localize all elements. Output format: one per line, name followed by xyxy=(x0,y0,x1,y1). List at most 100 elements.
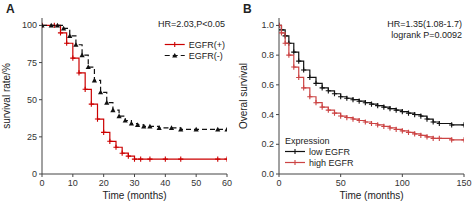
x-axis-line xyxy=(279,174,464,175)
x-tick xyxy=(165,174,166,177)
survival-line xyxy=(279,25,464,139)
censor-marker xyxy=(291,50,296,55)
y-tick xyxy=(39,25,42,26)
censor-marker xyxy=(178,127,183,132)
censor-marker xyxy=(224,127,227,132)
censor-marker xyxy=(461,137,464,142)
censor-marker xyxy=(350,116,355,121)
annotation: HR=1.35(1.08-1.7) xyxy=(387,19,462,29)
legend-marker xyxy=(292,149,297,154)
x-tick-label: 0 xyxy=(276,178,281,188)
x-tick xyxy=(227,174,228,177)
censor-marker xyxy=(307,75,312,80)
censor-marker xyxy=(76,70,81,75)
y-tick-label: 0.8 xyxy=(261,50,274,60)
censor-marker xyxy=(157,125,162,130)
censor-marker xyxy=(98,90,103,95)
censor-marker xyxy=(110,108,115,113)
censor-marker xyxy=(394,108,399,113)
censor-marker xyxy=(369,121,374,126)
censor-marker xyxy=(332,110,337,115)
y-tick xyxy=(276,25,279,26)
y-tick-label: 100 xyxy=(22,20,37,30)
censor-marker xyxy=(350,97,355,102)
panel-label: B xyxy=(243,2,252,16)
legend: EGFR(+)EGFR(-) xyxy=(165,40,225,61)
figure: A01020304050600255075100Time (months)sur… xyxy=(0,0,474,206)
censor-marker xyxy=(141,124,146,129)
censor-marker xyxy=(437,121,442,126)
censor-marker xyxy=(394,127,399,132)
censor-marker xyxy=(412,112,417,117)
censor-marker xyxy=(215,127,220,132)
censor-marker xyxy=(344,115,349,120)
censor-marker xyxy=(283,41,288,46)
censor-marker xyxy=(64,41,69,46)
y-tick-label: 0 xyxy=(32,169,37,179)
x-tick-label: 50 xyxy=(336,178,346,188)
legend-entry: EGFR(+) xyxy=(189,40,225,50)
censor-marker xyxy=(132,157,137,162)
censor-marker xyxy=(113,145,118,150)
censor-marker xyxy=(375,122,380,127)
censor-marker xyxy=(320,105,325,110)
censor-marker xyxy=(163,157,168,162)
censor-marker xyxy=(357,118,362,123)
censor-marker xyxy=(357,99,362,104)
survival-line xyxy=(279,25,464,125)
y-tick-label: 25 xyxy=(27,132,37,142)
y-tick-label: 75 xyxy=(27,58,37,68)
x-tick xyxy=(464,174,465,177)
x-axis-label: Time (months) xyxy=(102,190,166,201)
background xyxy=(0,0,474,206)
legend-title: Expression xyxy=(285,136,330,146)
censor-marker xyxy=(224,157,227,162)
y-axis-label: survival rate/% xyxy=(1,63,12,129)
y-axis-label: Overal survival xyxy=(238,63,249,129)
censor-marker xyxy=(449,137,454,142)
censor-marker xyxy=(375,103,380,108)
y-tick xyxy=(276,55,279,56)
y-axis-line xyxy=(42,18,43,174)
censor-marker xyxy=(116,113,121,118)
censor-marker xyxy=(424,134,429,139)
censor-marker xyxy=(169,125,174,130)
censor-marker xyxy=(320,85,325,90)
censor-marker xyxy=(301,67,306,72)
y-tick xyxy=(39,62,42,63)
censor-marker xyxy=(381,124,386,129)
censor-marker xyxy=(338,94,343,99)
legend-marker xyxy=(172,53,177,58)
y-tick xyxy=(276,84,279,85)
censor-marker xyxy=(129,121,134,126)
y-tick-label: 0.4 xyxy=(261,110,274,120)
censor-marker xyxy=(437,136,442,141)
x-tick-label: 60 xyxy=(222,178,232,188)
censor-marker xyxy=(406,110,411,115)
censor-marker xyxy=(313,100,318,105)
x-axis-label: Time (months) xyxy=(339,190,403,201)
censor-marker xyxy=(381,105,386,110)
censor-marker xyxy=(296,58,301,63)
censor-marker xyxy=(449,122,454,127)
legend-entry: high EGFR xyxy=(309,158,354,168)
censor-marker xyxy=(58,30,63,35)
x-tick-label: 10 xyxy=(68,178,78,188)
censor-marker xyxy=(120,151,125,156)
censor-marker xyxy=(138,157,143,162)
annotation: HR=2.03,P<0.05 xyxy=(158,19,225,29)
y-tick xyxy=(276,144,279,145)
x-tick-label: 0 xyxy=(39,178,44,188)
annotation: logrank P=0.0092 xyxy=(391,30,462,40)
censor-marker xyxy=(67,33,72,38)
censor-marker xyxy=(42,23,45,28)
censor-marker xyxy=(123,118,128,123)
x-tick-label: 50 xyxy=(191,178,201,188)
legend-marker xyxy=(172,42,177,47)
legend-marker xyxy=(292,160,297,165)
x-tick-label: 30 xyxy=(129,178,139,188)
censor-marker xyxy=(301,85,306,90)
censor-marker xyxy=(338,113,343,118)
censor-marker xyxy=(194,127,199,132)
panel: B0501001500.00.20.40.60.81.0Time (months… xyxy=(238,2,472,201)
